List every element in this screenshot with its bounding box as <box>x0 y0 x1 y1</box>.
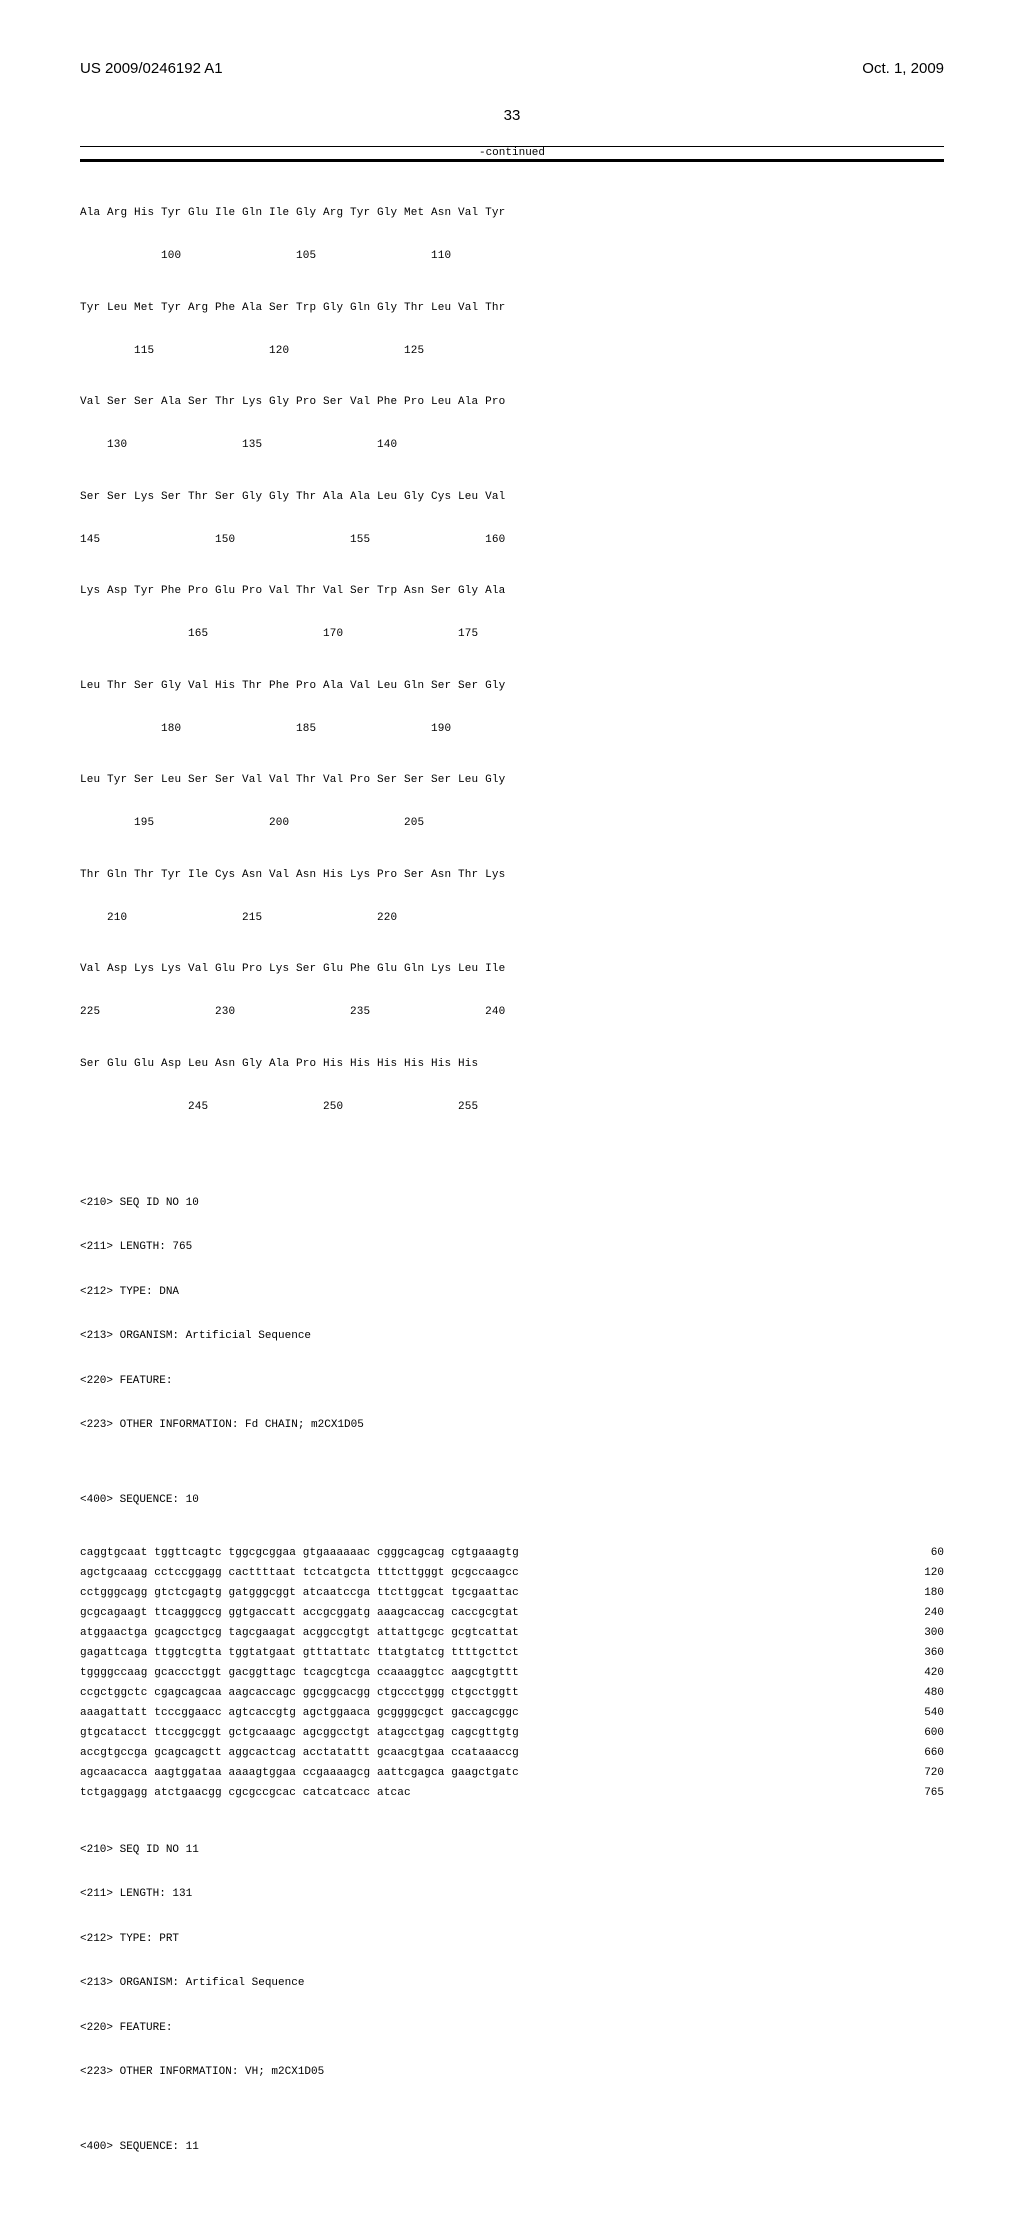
dna-row: accgtgccga gcagcagctt aggcactcag acctata… <box>80 1747 944 1759</box>
dna-num: 420 <box>918 1667 944 1679</box>
dna-num: 300 <box>918 1627 944 1639</box>
dna-row: gcgcagaagt ttcagggccg ggtgaccatt accgcgg… <box>80 1607 944 1619</box>
aa-row: Ala Arg His Tyr Glu Ile Gln Ile Gly Arg … <box>80 207 944 221</box>
seq11-metadata: <210> SEQ ID NO 11 <211> LENGTH: 131 <21… <box>80 1813 944 2184</box>
meta-line: <213> ORGANISM: Artifical Sequence <box>80 1976 944 1991</box>
aa-row: Ser Glu Glu Asp Leu Asn Gly Ala Pro His … <box>80 1058 944 1072</box>
meta-line: <211> LENGTH: 765 <box>80 1240 944 1255</box>
aa-num-row: 130 135 140 <box>80 439 944 453</box>
aa-row: Lys Asp Tyr Phe Pro Glu Pro Val Thr Val … <box>80 585 944 599</box>
dna-row: tggggccaag gcaccctggt gacggttagc tcagcgt… <box>80 1667 944 1679</box>
aa-row: Ser Ser Lys Ser Thr Ser Gly Gly Thr Ala … <box>80 491 944 505</box>
dna-seq: gtgcatacct ttccggcggt gctgcaaagc agcggcc… <box>80 1727 519 1739</box>
aa-num-row: 180 185 190 <box>80 723 944 737</box>
aa-num-row: 145 150 155 160 <box>80 534 944 548</box>
dna-row: tctgaggagg atctgaacgg cgcgccgcac catcatc… <box>80 1787 944 1799</box>
dna-num: 360 <box>918 1647 944 1659</box>
dna-seq: aaagattatt tcccggaacc agtcaccgtg agctgga… <box>80 1707 519 1719</box>
protein-sequence-block: Ala Arg His Tyr Glu Ile Gln Ile Gly Arg … <box>80 180 944 1153</box>
dna-row: gagattcaga ttggtcgtta tggtatgaat gtttatt… <box>80 1647 944 1659</box>
aa-row: Thr Gln Thr Tyr Ile Cys Asn Val Asn His … <box>80 869 944 883</box>
rule-thick <box>80 159 944 162</box>
dna-seq: agcaacacca aagtggataa aaaagtggaa ccgaaaa… <box>80 1767 519 1779</box>
dna-seq: gagattcaga ttggtcgtta tggtatgaat gtttatt… <box>80 1647 519 1659</box>
header-line: US 2009/0246192 A1 Oct. 1, 2009 <box>80 60 944 77</box>
meta-line: <223> OTHER INFORMATION: Fd CHAIN; m2CX1… <box>80 1418 944 1433</box>
page-number: 33 <box>80 107 944 124</box>
meta-line: <220> FEATURE: <box>80 2021 944 2036</box>
dna-seq: tctgaggagg atctgaacgg cgcgccgcac catcatc… <box>80 1787 411 1799</box>
dna-num: 120 <box>918 1567 944 1579</box>
dna-num: 540 <box>918 1707 944 1719</box>
dna-num: 180 <box>918 1587 944 1599</box>
dna-num: 600 <box>918 1727 944 1739</box>
dna-num: 660 <box>918 1747 944 1759</box>
dna-seq: ccgctggctc cgagcagcaa aagcaccagc ggcggca… <box>80 1687 519 1699</box>
dna-row: aaagattatt tcccggaacc agtcaccgtg agctgga… <box>80 1707 944 1719</box>
aa-num-row: 245 250 255 <box>80 1101 944 1115</box>
meta-line: <211> LENGTH: 131 <box>80 1887 944 1902</box>
dna-num: 765 <box>918 1787 944 1799</box>
aa-num-row: 210 215 220 <box>80 912 944 926</box>
dna-num: 60 <box>918 1547 944 1559</box>
dna-row: agcaacacca aagtggataa aaaagtggaa ccgaaaa… <box>80 1767 944 1779</box>
seq10-metadata: <210> SEQ ID NO 10 <211> LENGTH: 765 <21… <box>80 1166 944 1537</box>
meta-line: <223> OTHER INFORMATION: VH; m2CX1D05 <box>80 2065 944 2080</box>
dna-seq: agctgcaaag cctccggagg cacttttaat tctcatg… <box>80 1567 519 1579</box>
continued-wrap: -continued <box>80 146 944 162</box>
aa-row: Leu Thr Ser Gly Val His Thr Phe Pro Ala … <box>80 680 944 694</box>
meta-line: <213> ORGANISM: Artificial Sequence <box>80 1329 944 1344</box>
aa-num-row: 195 200 205 <box>80 817 944 831</box>
meta-line: <400> SEQUENCE: 10 <box>80 1493 944 1508</box>
meta-line: <212> TYPE: PRT <box>80 1932 944 1947</box>
dna-row: ccgctggctc cgagcagcaa aagcaccagc ggcggca… <box>80 1687 944 1699</box>
dna-seq: gcgcagaagt ttcagggccg ggtgaccatt accgcgg… <box>80 1607 519 1619</box>
dna-row: agctgcaaag cctccggagg cacttttaat tctcatg… <box>80 1567 944 1579</box>
dna-seq: tggggccaag gcaccctggt gacggttagc tcagcgt… <box>80 1667 519 1679</box>
publication-number: US 2009/0246192 A1 <box>80 60 223 77</box>
aa-num-row: 225 230 235 240 <box>80 1006 944 1020</box>
dna-row: cctgggcagg gtctcgagtg gatgggcggt atcaatc… <box>80 1587 944 1599</box>
dna-seq: caggtgcaat tggttcagtc tggcgcggaa gtgaaaa… <box>80 1547 519 1559</box>
page-container: US 2009/0246192 A1 Oct. 1, 2009 33 -cont… <box>0 0 1024 2234</box>
dna-num: 720 <box>918 1767 944 1779</box>
aa-row: Tyr Leu Met Tyr Arg Phe Ala Ser Trp Gly … <box>80 302 944 316</box>
continued-label: -continued <box>80 147 944 159</box>
dna-row: caggtgcaat tggttcagtc tggcgcggaa gtgaaaa… <box>80 1547 944 1559</box>
dna-seq: atggaactga gcagcctgcg tagcgaagat acggccg… <box>80 1627 519 1639</box>
meta-line: <210> SEQ ID NO 11 <box>80 1843 944 1858</box>
aa-num-row: 115 120 125 <box>80 345 944 359</box>
meta-line: <220> FEATURE: <box>80 1374 944 1389</box>
aa-row: Val Ser Ser Ala Ser Thr Lys Gly Pro Ser … <box>80 396 944 410</box>
dna-seq: accgtgccga gcagcagctt aggcactcag acctata… <box>80 1747 519 1759</box>
meta-line: <400> SEQUENCE: 11 <box>80 2140 944 2155</box>
meta-line: <210> SEQ ID NO 10 <box>80 1196 944 1211</box>
publication-date: Oct. 1, 2009 <box>862 60 944 77</box>
dna-row: atggaactga gcagcctgcg tagcgaagat acggccg… <box>80 1627 944 1639</box>
dna-sequence-block: caggtgcaat tggttcagtc tggcgcggaa gtgaaaa… <box>80 1547 944 1799</box>
dna-num: 480 <box>918 1687 944 1699</box>
aa-num-row: 165 170 175 <box>80 628 944 642</box>
meta-line: <212> TYPE: DNA <box>80 1285 944 1300</box>
aa-row: Val Asp Lys Lys Val Glu Pro Lys Ser Glu … <box>80 963 944 977</box>
aa-row: Leu Tyr Ser Leu Ser Ser Val Val Thr Val … <box>80 774 944 788</box>
dna-num: 240 <box>918 1607 944 1619</box>
aa-num-row: 100 105 110 <box>80 250 944 264</box>
dna-row: gtgcatacct ttccggcggt gctgcaaagc agcggcc… <box>80 1727 944 1739</box>
dna-seq: cctgggcagg gtctcgagtg gatgggcggt atcaatc… <box>80 1587 519 1599</box>
